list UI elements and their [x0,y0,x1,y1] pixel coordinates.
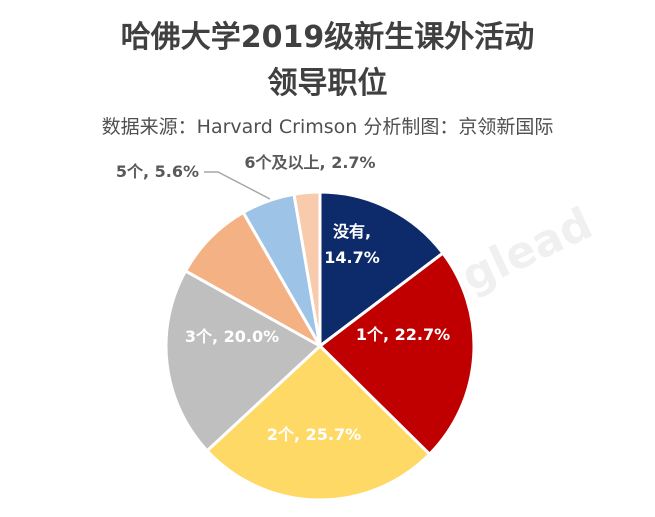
chart-title-line-2: 领导职位 [267,66,388,101]
data-label-0: 没有, [333,222,371,241]
data-label-6: 6个及以上, 2.7% [244,153,375,172]
leader-line-5 [204,171,271,200]
pie-slice-没有 [318,190,445,350]
chart-title-line-1: 哈佛大学2019级新生课外活动 [120,20,535,55]
pie-slice-1个 [317,251,476,457]
chart-subtitle: 数据来源：Harvard Crimson 分析制图：京领新国际 [101,116,554,138]
data-label-5: 5个, 5.6% [116,162,199,181]
data-label-1: 1个, 22.7% [356,325,450,344]
data-label-0b: 14.7% [324,248,380,267]
pie-slice-6个及以上 [292,190,322,347]
pie-slice-3个 [164,268,323,453]
pie-slice-2个 [204,343,432,502]
data-label-3: 3个, 20.0% [185,327,279,346]
data-label-2: 2个, 25.7% [267,425,361,444]
pie-slice-unlabeled [183,210,324,350]
